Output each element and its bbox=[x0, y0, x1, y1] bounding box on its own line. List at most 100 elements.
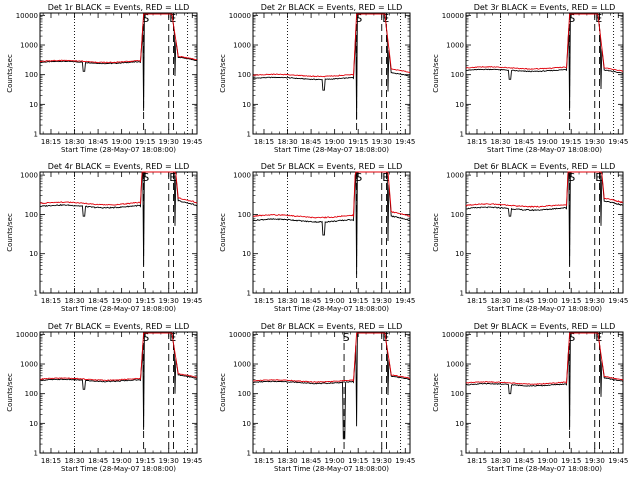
x-tick-label: 19:30 bbox=[372, 457, 392, 465]
x-tick-label: 19:30 bbox=[372, 138, 392, 146]
x-tick-label: 19:00 bbox=[538, 457, 558, 465]
y-tick-label: 1000 bbox=[446, 42, 464, 50]
y-axis-label: Counts/sec bbox=[6, 373, 14, 412]
x-tick-label: 18:15 bbox=[254, 138, 274, 146]
plot-frame bbox=[252, 171, 411, 294]
y-tick-label: 10000 bbox=[229, 12, 251, 20]
x-axis-label: Start Time (28-May-07 18:08:00) bbox=[487, 146, 602, 154]
start-marker: S bbox=[568, 12, 575, 25]
chart-title: Det 4r BLACK = Events, RED = LLD bbox=[48, 162, 190, 171]
x-tick-label: 19:15 bbox=[348, 297, 368, 305]
chart-panel-4: Det 4r BLACK = Events, RED = LLD 1 10 100 10… bbox=[6, 162, 202, 313]
start-marker: S bbox=[343, 331, 350, 344]
chart-title: Det 5r BLACK = Events, RED = LLD bbox=[261, 162, 403, 171]
y-tick-label: 10 bbox=[455, 101, 464, 109]
y-tick-label: 100 bbox=[25, 211, 38, 219]
y-tick-label: 10 bbox=[242, 420, 251, 428]
chart-panel-9: Det 9r BLACK = Events, RED = LLD 1 10 100 10… bbox=[432, 322, 628, 473]
y-tick-label: 100 bbox=[451, 71, 464, 79]
x-tick-label: 18:15 bbox=[254, 457, 274, 465]
chart-panel-2: Det 2r BLACK = Events, RED = LLD 1 10 100 10… bbox=[219, 3, 415, 154]
y-axis-label: Counts/sec bbox=[432, 213, 440, 252]
chart-title: Det 7r BLACK = Events, RED = LLD bbox=[48, 322, 190, 331]
y-axis-label: Counts/sec bbox=[219, 54, 227, 93]
start-marker: S bbox=[355, 171, 362, 184]
y-tick-label: 100 bbox=[25, 71, 38, 79]
x-tick-label: 18:30 bbox=[490, 457, 510, 465]
y-tick-label: 10 bbox=[455, 250, 464, 258]
x-tick-label: 19:30 bbox=[585, 457, 605, 465]
x-tick-label: 19:15 bbox=[348, 138, 368, 146]
lld-series-line bbox=[252, 332, 410, 383]
x-tick-label: 18:45 bbox=[88, 457, 108, 465]
lld-series-line bbox=[465, 13, 624, 72]
plot-frame bbox=[465, 331, 624, 454]
y-tick-label: 1000 bbox=[20, 42, 38, 50]
chart-panel-5: Det 5r BLACK = Events, RED = LLD 1 10 100 10… bbox=[219, 162, 415, 313]
x-tick-label: 19:45 bbox=[182, 297, 202, 305]
start-marker: S bbox=[355, 12, 362, 25]
y-axis-label: Counts/sec bbox=[6, 54, 14, 93]
x-tick-label: 19:45 bbox=[395, 138, 415, 146]
x-tick-label: 19:00 bbox=[325, 138, 345, 146]
lld-series-line bbox=[252, 13, 411, 78]
x-tick-label: 19:15 bbox=[135, 297, 155, 305]
x-axis-label: Start Time (28-May-07 18:08:00) bbox=[274, 465, 389, 473]
y-tick-label: 1 bbox=[247, 450, 251, 458]
chart-title: Det 9r BLACK = Events, RED = LLD bbox=[474, 322, 616, 331]
y-tick-label: 1000 bbox=[233, 361, 251, 369]
x-tick-label: 18:15 bbox=[254, 297, 274, 305]
y-tick-label: 1000 bbox=[446, 172, 464, 180]
y-tick-label: 1000 bbox=[233, 172, 251, 180]
x-tick-label: 18:45 bbox=[88, 138, 108, 146]
y-tick-label: 10 bbox=[29, 101, 38, 109]
y-tick-label: 10 bbox=[455, 420, 464, 428]
y-tick-label: 1 bbox=[34, 450, 38, 458]
x-tick-label: 19:15 bbox=[561, 138, 581, 146]
x-tick-label: 18:15 bbox=[41, 457, 61, 465]
x-axis-label: Start Time (28-May-07 18:08:00) bbox=[61, 305, 176, 313]
x-axis-label: Start Time (28-May-07 18:08:00) bbox=[61, 465, 176, 473]
x-tick-label: 19:15 bbox=[135, 457, 155, 465]
x-tick-label: 19:30 bbox=[159, 457, 179, 465]
x-tick-label: 19:45 bbox=[182, 457, 202, 465]
chart-title: Det 6r BLACK = Events, RED = LLD bbox=[474, 162, 616, 171]
y-tick-label: 1000 bbox=[20, 172, 38, 180]
lld-series-line bbox=[465, 332, 624, 385]
chart-title: Det 1r BLACK = Events, RED = LLD bbox=[48, 3, 190, 12]
y-tick-label: 100 bbox=[25, 390, 38, 398]
x-tick-label: 18:30 bbox=[64, 138, 84, 146]
y-tick-label: 1 bbox=[247, 290, 251, 298]
x-tick-label: 19:30 bbox=[372, 297, 392, 305]
y-tick-label: 1000 bbox=[20, 361, 38, 369]
chart-title: Det 2r BLACK = Events, RED = LLD bbox=[261, 3, 403, 12]
x-tick-label: 19:15 bbox=[348, 457, 368, 465]
y-tick-label: 10 bbox=[29, 250, 38, 258]
x-tick-label: 18:45 bbox=[88, 297, 108, 305]
x-tick-label: 18:15 bbox=[41, 138, 61, 146]
plot-frame bbox=[39, 171, 198, 294]
y-tick-label: 10000 bbox=[442, 12, 464, 20]
end-marker: E bbox=[169, 171, 176, 184]
y-tick-label: 1 bbox=[460, 450, 464, 458]
x-tick-label: 19:15 bbox=[561, 457, 581, 465]
y-tick-label: 100 bbox=[451, 211, 464, 219]
y-tick-label: 1 bbox=[460, 131, 464, 139]
x-axis-label: Start Time (28-May-07 18:08:00) bbox=[274, 305, 389, 313]
x-tick-label: 19:30 bbox=[585, 297, 605, 305]
x-tick-label: 18:45 bbox=[514, 297, 534, 305]
start-marker: S bbox=[142, 12, 149, 25]
x-tick-label: 18:30 bbox=[490, 138, 510, 146]
x-tick-label: 19:30 bbox=[159, 138, 179, 146]
y-tick-label: 1000 bbox=[446, 361, 464, 369]
x-tick-label: 19:45 bbox=[182, 138, 202, 146]
plot-frame bbox=[252, 12, 411, 135]
y-axis-label: Counts/sec bbox=[432, 54, 440, 93]
x-tick-label: 18:30 bbox=[277, 457, 297, 465]
y-axis-label: Counts/sec bbox=[6, 213, 14, 252]
x-tick-label: 19:30 bbox=[159, 297, 179, 305]
y-tick-label: 100 bbox=[238, 390, 251, 398]
x-tick-label: 19:45 bbox=[608, 297, 628, 305]
lld-series-line bbox=[252, 171, 411, 219]
y-tick-label: 1 bbox=[34, 290, 38, 298]
